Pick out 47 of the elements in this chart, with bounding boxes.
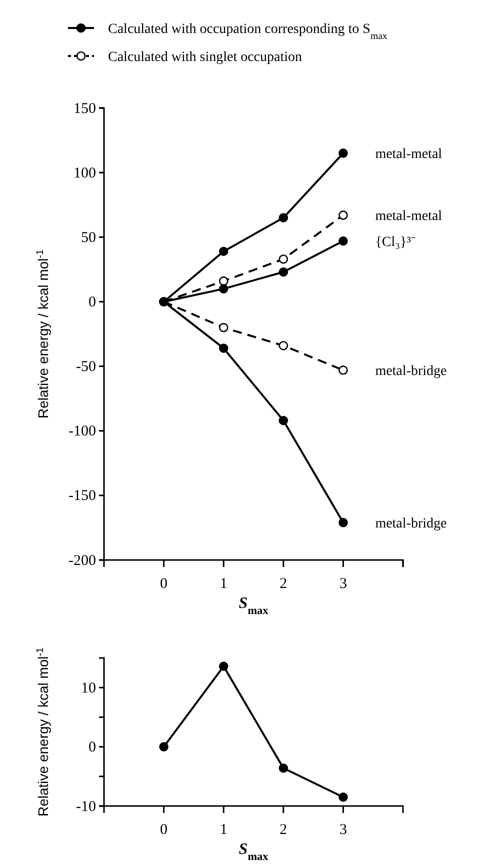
text: Calculated with occupation corresponding to S$_{max}$ (108, 22, 388, 42)
x-tick-label: 3 (339, 822, 347, 838)
x-tick-label: 0 (160, 576, 168, 592)
y-tick-label: -100 (68, 424, 96, 440)
point (278, 213, 288, 222)
point (218, 246, 228, 256)
point (278, 267, 288, 277)
text: Calculated with singlet occupation (108, 50, 302, 65)
x-axis-title: S$_{max}$ (238, 595, 269, 617)
point (218, 344, 228, 353)
y-tick-label: 10 (81, 680, 96, 696)
x-tick-label: 1 (220, 576, 228, 592)
point (278, 763, 288, 773)
point (338, 792, 348, 802)
x-tick-label: 2 (280, 576, 288, 592)
point (218, 284, 228, 294)
point (278, 254, 288, 264)
y-tick-label: -150 (68, 488, 96, 504)
point (278, 340, 288, 350)
text: metal-bridge (375, 516, 447, 532)
y-tick-label: 0 (88, 294, 96, 311)
x-tick-label: 1 (220, 822, 228, 838)
y-tick-label: 0 (88, 740, 96, 756)
y-tick-label: -200 (68, 552, 96, 569)
point (218, 662, 228, 671)
point (338, 366, 348, 375)
point (278, 416, 288, 426)
x-axis-title: S$_{max}$ (238, 841, 269, 863)
point (338, 518, 348, 528)
text: metal-metal (375, 209, 442, 224)
point (218, 322, 228, 332)
y-tick-label: 150 (74, 100, 96, 117)
y-tick-label: -50 (76, 359, 96, 376)
x-tick-label: 3 (339, 576, 347, 592)
point (338, 210, 348, 220)
point (338, 148, 348, 158)
text: metal-metal (375, 147, 442, 162)
point (159, 742, 168, 752)
point (338, 236, 348, 246)
x-tick-label: 2 (280, 822, 288, 838)
text: metal-bridge (375, 364, 447, 380)
y-tick-label: -10 (76, 798, 96, 815)
x-tick-label: 0 (160, 822, 168, 838)
y-tick-label: 100 (74, 165, 96, 182)
point (218, 276, 228, 286)
y-tick-label: 50 (81, 230, 96, 246)
text: {Cl₃}³⁻ (375, 235, 416, 250)
